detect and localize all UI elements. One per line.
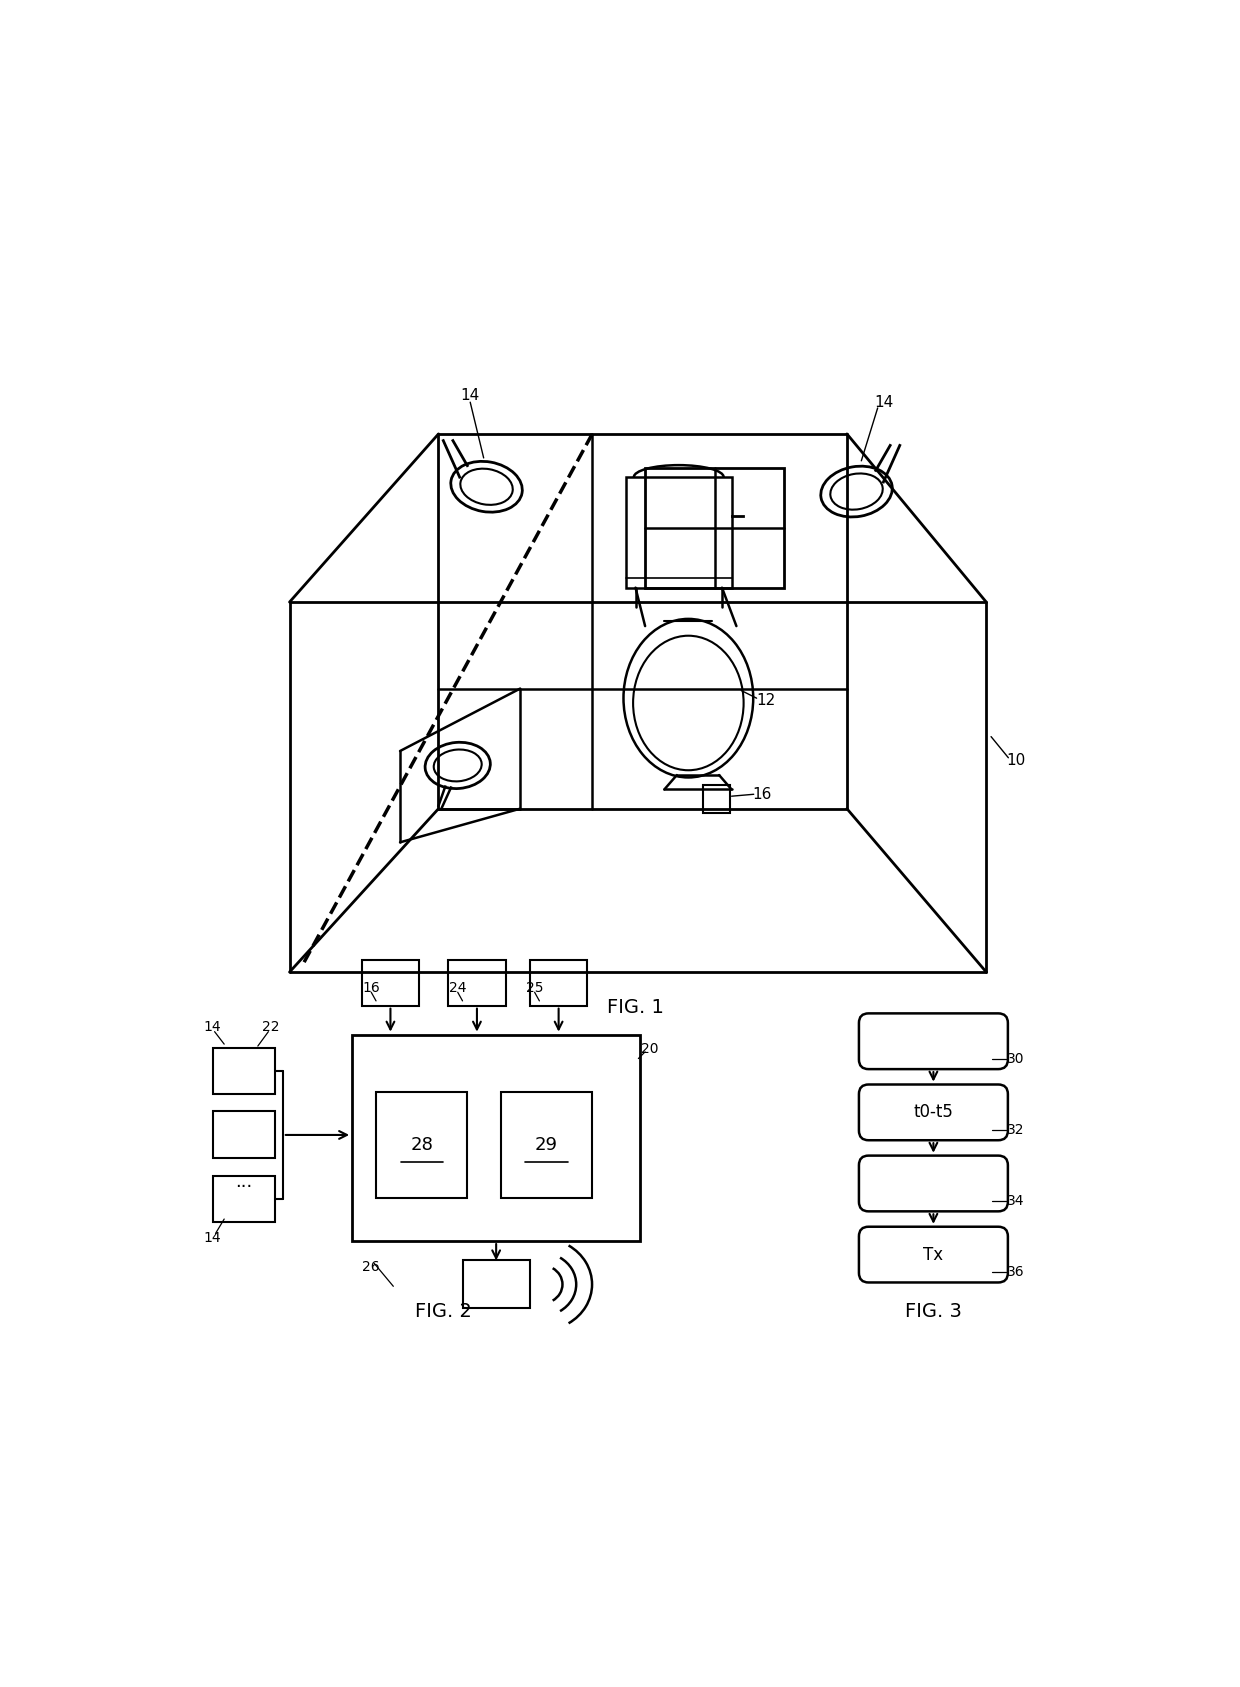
Text: 26: 26 xyxy=(362,1260,379,1274)
Text: t0-t5: t0-t5 xyxy=(914,1103,954,1122)
Bar xyxy=(376,1091,467,1198)
FancyBboxPatch shape xyxy=(859,1226,1008,1282)
Text: ...: ... xyxy=(236,1172,253,1191)
FancyBboxPatch shape xyxy=(859,1085,1008,1140)
Bar xyxy=(463,1260,529,1309)
Text: FIG. 2: FIG. 2 xyxy=(415,1302,471,1321)
Text: 25: 25 xyxy=(526,982,543,995)
Text: FIG. 1: FIG. 1 xyxy=(608,999,663,1017)
FancyBboxPatch shape xyxy=(859,1014,1008,1070)
Text: FIG. 3: FIG. 3 xyxy=(905,1302,962,1321)
Text: 12: 12 xyxy=(756,693,776,707)
FancyBboxPatch shape xyxy=(859,1156,1008,1211)
Bar xyxy=(352,1034,640,1242)
Text: 14: 14 xyxy=(460,388,480,403)
Text: 10: 10 xyxy=(1007,752,1025,768)
Text: 16: 16 xyxy=(362,982,381,995)
Text: 36: 36 xyxy=(1007,1265,1025,1279)
Text: 14: 14 xyxy=(203,1232,222,1245)
Bar xyxy=(529,960,588,1005)
Text: 24: 24 xyxy=(449,982,466,995)
Text: Tx: Tx xyxy=(924,1245,944,1264)
Text: 28: 28 xyxy=(410,1135,433,1154)
Text: 14: 14 xyxy=(874,395,893,410)
Text: 32: 32 xyxy=(1007,1122,1024,1137)
Bar xyxy=(501,1091,593,1198)
Text: 14: 14 xyxy=(203,1021,222,1034)
Bar xyxy=(213,1176,275,1221)
Text: 34: 34 xyxy=(1007,1194,1024,1208)
Text: 30: 30 xyxy=(1007,1051,1024,1066)
Bar xyxy=(213,1112,275,1157)
Bar xyxy=(645,467,785,587)
Bar xyxy=(626,477,732,587)
Text: 29: 29 xyxy=(536,1135,558,1154)
Bar xyxy=(448,960,506,1005)
Bar xyxy=(703,784,729,813)
Text: 16: 16 xyxy=(753,786,773,801)
Bar xyxy=(362,960,419,1005)
Text: 20: 20 xyxy=(641,1043,658,1056)
Text: 22: 22 xyxy=(262,1021,279,1034)
Bar xyxy=(213,1048,275,1095)
